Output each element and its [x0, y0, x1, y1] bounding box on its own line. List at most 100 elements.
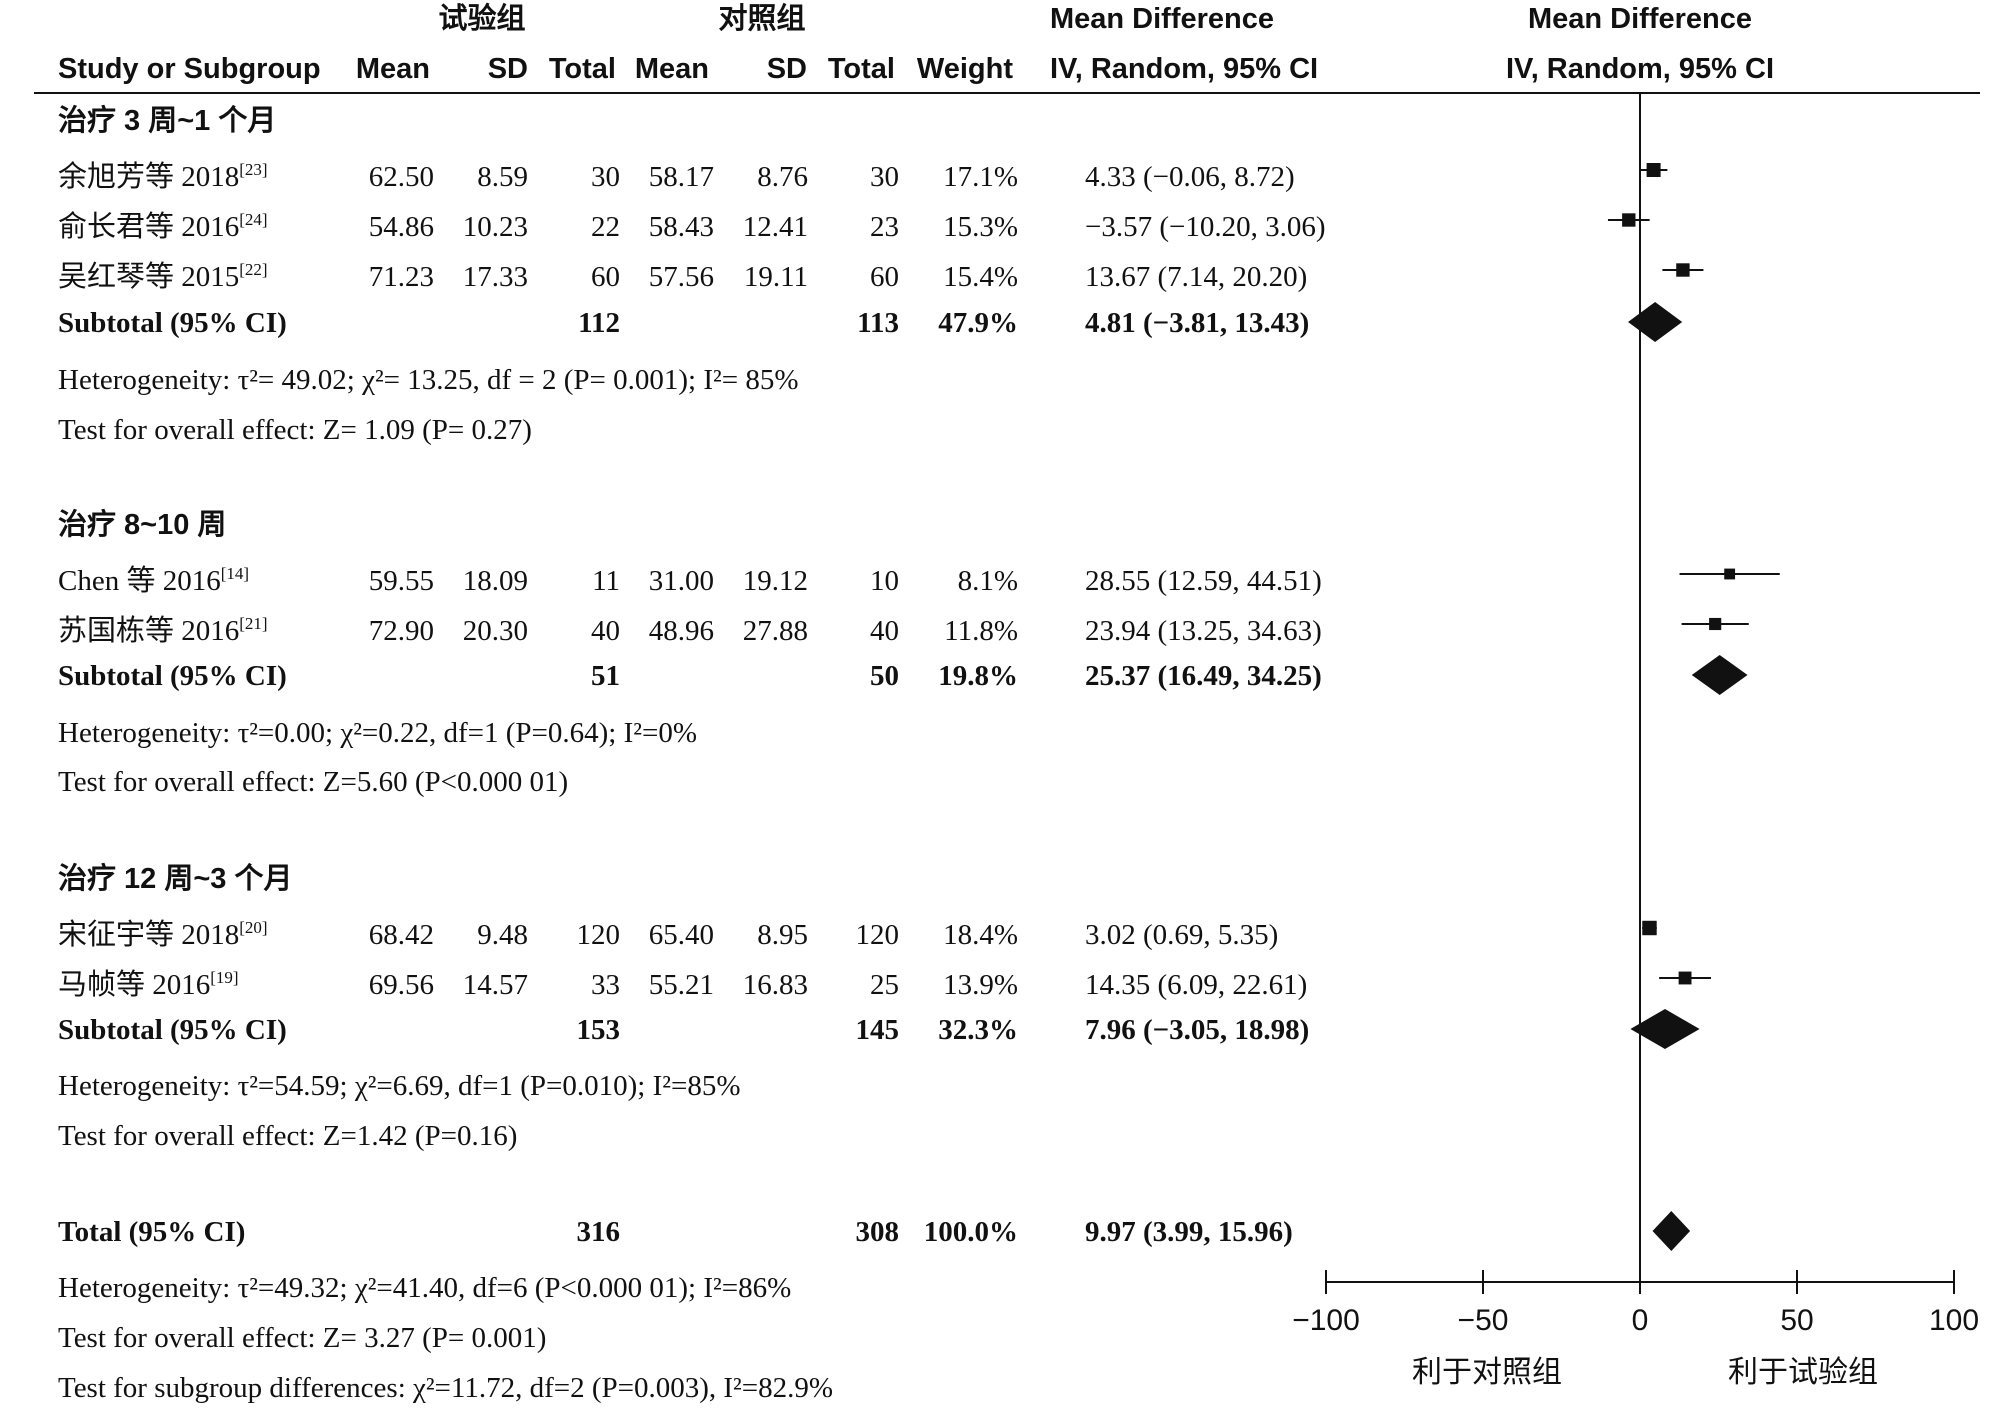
total2-cell: 30: [870, 161, 899, 193]
total2-cell: 60: [870, 261, 899, 293]
x-axis-tick-label: 0: [1632, 1304, 1649, 1337]
subtotal-diamond: [1630, 1009, 1700, 1049]
subgroup-difference-text: Test for subgroup differences: χ²=11.72,…: [58, 1372, 833, 1404]
weight-cell: 13.9%: [943, 969, 1018, 1001]
total2-cell: 40: [870, 615, 899, 647]
total2-cell: 23: [870, 211, 899, 243]
heterogeneity-text: Heterogeneity: τ²=0.00; χ²=0.22, df=1 (P…: [58, 717, 697, 749]
total1-cell: 120: [577, 919, 621, 951]
plot-method-header: IV, Random, 95% CI: [1506, 53, 1774, 85]
total2-cell: 10: [870, 565, 899, 597]
study-reference: [23]: [239, 160, 267, 179]
sd2-cell: 8.76: [757, 161, 808, 193]
sd1-header: SD: [488, 53, 528, 85]
study-name: 俞长君等 2016[24]: [58, 210, 268, 243]
study-name: 余旭芳等 2018[23]: [58, 160, 268, 193]
study-reference: [14]: [221, 564, 249, 583]
mean1-cell: 62.50: [369, 161, 434, 193]
weight-header: Weight: [917, 53, 1013, 85]
weight-cell: 15.4%: [943, 261, 1018, 293]
study-point-marker: [1678, 971, 1692, 985]
ci-cell: 28.55 (12.59, 44.51): [1085, 565, 1322, 597]
study-name-text: 苏国栋等 2016: [58, 614, 239, 647]
x-axis-tick-label: −100: [1292, 1304, 1360, 1337]
overall-effect-text: Test for overall effect: Z= 1.09 (P= 0.2…: [58, 414, 532, 446]
mean1-cell: 69.56: [369, 969, 434, 1001]
md-column-title: Mean Difference: [1050, 3, 1274, 35]
total-overall-effect-text: Test for overall effect: Z= 3.27 (P= 0.0…: [58, 1322, 546, 1354]
mean2-cell: 58.17: [649, 161, 714, 193]
mean1-cell: 71.23: [369, 261, 434, 293]
overall-effect-text: Test for overall effect: Z=5.60 (P<0.000…: [58, 766, 568, 798]
mean2-cell: 57.56: [649, 261, 714, 293]
heterogeneity-text: Heterogeneity: τ²= 49.02; χ²= 13.25, df …: [58, 364, 798, 396]
heterogeneity-text: Heterogeneity: τ²=54.59; χ²=6.69, df=1 (…: [58, 1070, 740, 1102]
table-header: 试验组 对照组 Mean Difference Mean Difference …: [34, 1, 1980, 94]
total1-header: Total: [549, 53, 616, 85]
subtotal-ci: 4.81 (−3.81, 13.43): [1085, 307, 1309, 339]
study-name: 苏国栋等 2016[21]: [58, 614, 268, 647]
study-name-text: 俞长君等 2016: [58, 210, 239, 243]
study-point-marker: [1642, 920, 1657, 936]
subtotal-total2: 50: [870, 660, 899, 692]
sd1-cell: 20.30: [463, 615, 528, 647]
total-total1: 316: [577, 1216, 621, 1248]
study-reference: [22]: [239, 260, 267, 279]
x-axis-tick-label: 50: [1780, 1304, 1813, 1337]
total-weight: 100.0%: [924, 1216, 1018, 1248]
subtotal-total1: 51: [591, 660, 620, 692]
total2-cell: 25: [870, 969, 899, 1001]
total-heterogeneity-text: Heterogeneity: τ²=49.32; χ²=41.40, df=6 …: [58, 1272, 791, 1304]
weight-cell: 18.4%: [943, 919, 1018, 951]
favours-treatment-label: 利于试验组: [1728, 1356, 1878, 1389]
study-name-text: 余旭芳等 2018: [58, 160, 239, 193]
plot-area: −100 −50 0 50 100 利于对照组 利于试验组: [1292, 93, 1979, 1389]
subtotal-total1: 112: [578, 307, 620, 339]
mean2-cell: 55.21: [649, 969, 714, 1001]
study-point-marker: [1709, 617, 1722, 631]
study-name: 吴红琴等 2015[22]: [58, 260, 268, 293]
study-point-marker: [1676, 263, 1690, 277]
sd1-cell: 9.48: [477, 919, 528, 951]
ci-cell: 13.67 (7.14, 20.20): [1085, 261, 1307, 293]
mean2-cell: 65.40: [649, 919, 714, 951]
subtotal-diamond: [1628, 302, 1683, 342]
ci-cell: 4.33 (−0.06, 8.72): [1085, 161, 1295, 193]
subtotal-label: Subtotal (95% CI): [58, 660, 287, 692]
study-point-marker: [1622, 213, 1636, 227]
weight-cell: 15.3%: [943, 211, 1018, 243]
sd2-cell: 19.11: [744, 261, 808, 293]
total-ci: 9.97 (3.99, 15.96): [1085, 1216, 1293, 1248]
weight-cell: 11.8%: [944, 615, 1018, 647]
sd1-cell: 18.09: [463, 565, 528, 597]
study-reference: [20]: [239, 918, 267, 937]
mean1-header: Mean: [356, 53, 430, 85]
total1-cell: 11: [592, 565, 620, 597]
sd2-header: SD: [767, 53, 807, 85]
study-name-text: 宋征宇等 2018: [58, 918, 239, 951]
sd2-cell: 8.95: [757, 919, 808, 951]
subtotal-label: Subtotal (95% CI): [58, 1014, 287, 1046]
mean1-cell: 59.55: [369, 565, 434, 597]
total-total2: 308: [856, 1216, 900, 1248]
sd2-cell: 19.12: [743, 565, 808, 597]
mean1-cell: 72.90: [369, 615, 434, 647]
mean2-header: Mean: [635, 53, 709, 85]
subtotal-total2: 145: [856, 1014, 900, 1046]
mean2-cell: 48.96: [649, 615, 714, 647]
group1-title: 试验组: [438, 1, 525, 35]
weight-cell: 8.1%: [958, 565, 1018, 597]
total-diamond: [1652, 1211, 1691, 1251]
subtotal-ci: 7.96 (−3.05, 18.98): [1085, 1014, 1309, 1046]
subtotal-total2: 113: [857, 307, 899, 339]
mean2-cell: 58.43: [649, 211, 714, 243]
plot-title: Mean Difference: [1528, 3, 1752, 35]
ci-cell: 23.94 (13.25, 34.63): [1085, 615, 1322, 647]
x-axis-tick-label: −50: [1458, 1304, 1509, 1337]
subtotal-diamond: [1691, 655, 1748, 695]
study-name: Chen 等 2016[14]: [58, 564, 249, 597]
md-method-header: IV, Random, 95% CI: [1050, 53, 1318, 85]
weight-cell: 17.1%: [943, 161, 1018, 193]
study-name-text: 马帧等 2016: [58, 968, 210, 1001]
